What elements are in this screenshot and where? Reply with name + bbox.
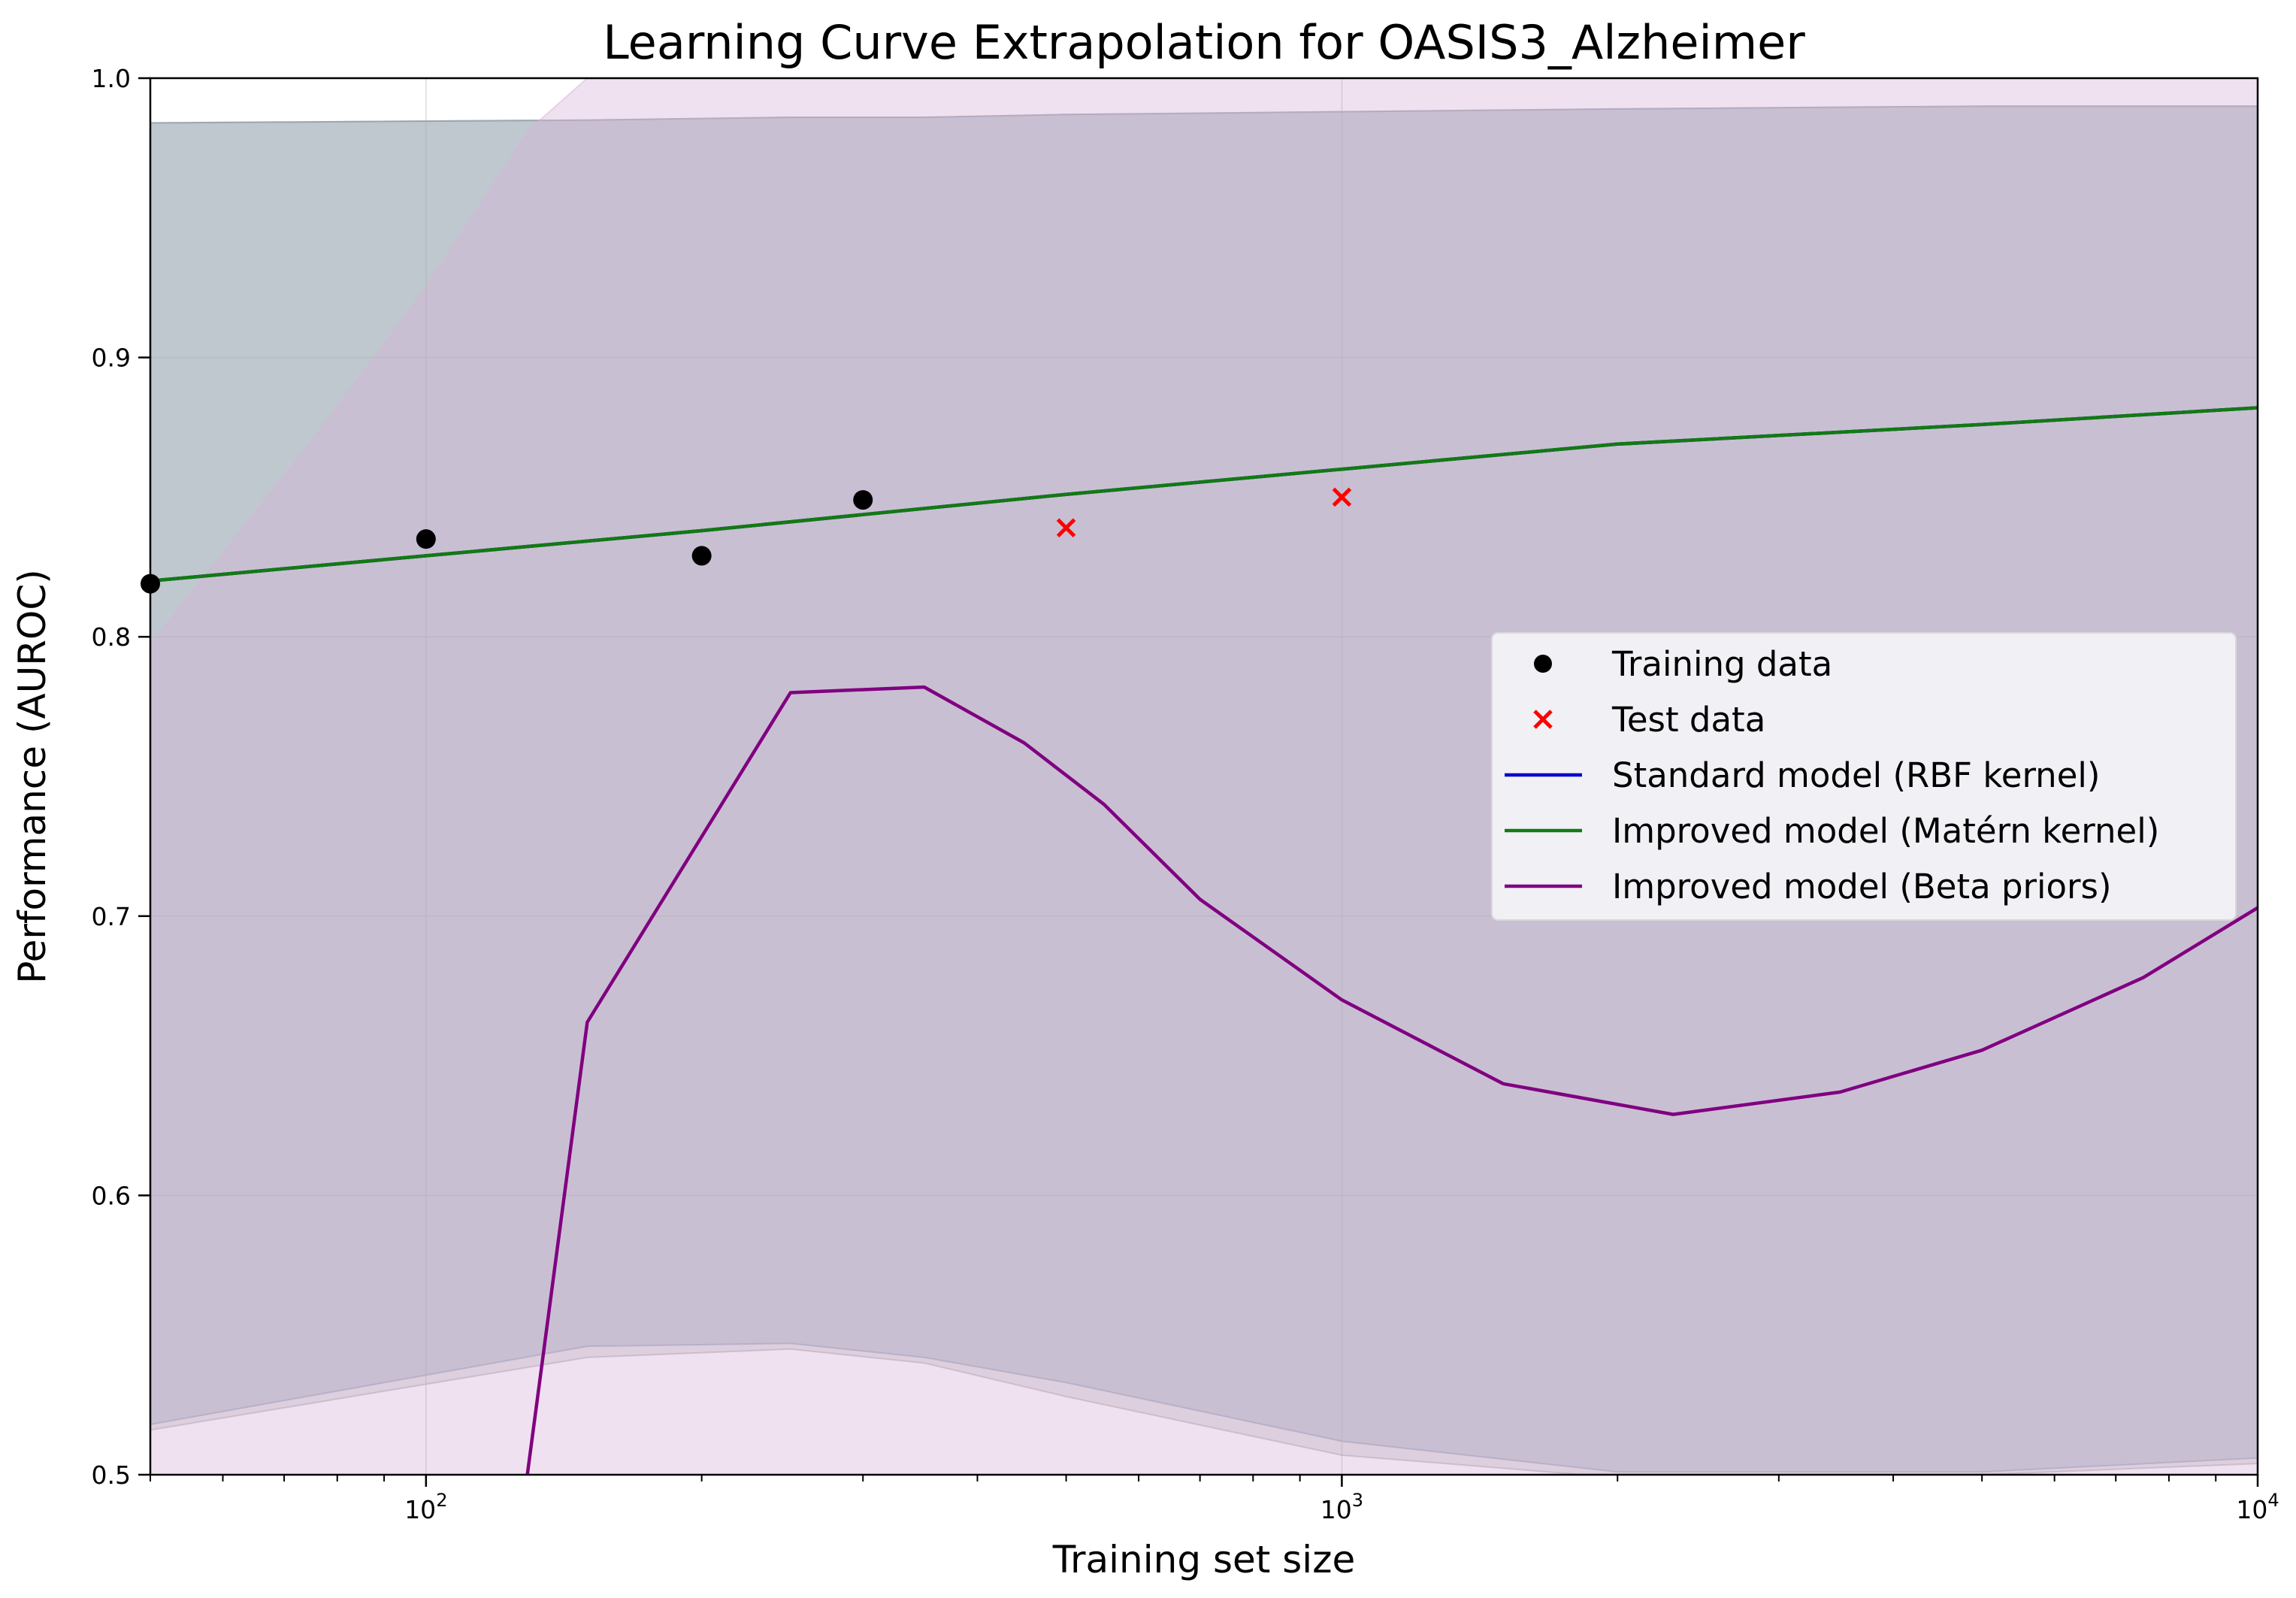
legend-box <box>1491 632 2237 921</box>
y-axis-ticks: 0.5 0.6 0.7 0.8 0.9 1.0 <box>92 64 150 1490</box>
legend: Training data Test data Standard model (RB… <box>1491 632 2237 921</box>
y-tick-label: 0.7 <box>92 902 131 931</box>
x-tick-label: 102 <box>404 1490 447 1524</box>
training-point <box>853 490 873 510</box>
confidence-bands <box>150 78 2258 1475</box>
legend-swatch-training-data <box>1534 655 1552 673</box>
x-axis-label: Training set size <box>1052 1538 1355 1581</box>
chart-title: Learning Curve Extrapolation for OASIS3_… <box>603 15 1805 70</box>
y-tick-label: 0.9 <box>92 344 131 373</box>
legend-label: Training data <box>1611 644 1832 684</box>
test-point <box>1332 487 1352 507</box>
training-point <box>691 546 712 566</box>
y-tick-label: 0.5 <box>92 1460 131 1490</box>
band-improved-model-beta-priors <box>150 78 2258 1475</box>
band-improved-model-mat-rn-kernel <box>150 105 2258 1475</box>
training-point <box>416 529 436 549</box>
model-curves <box>150 406 2258 1475</box>
x-tick-label: 104 <box>2236 1490 2279 1524</box>
y-axis-label: Performance (AUROC) <box>11 569 54 984</box>
x-tick-label: 103 <box>1320 1490 1363 1524</box>
test-point <box>1056 518 1076 538</box>
line-improved-model-mat-rn-kernel <box>150 406 2258 583</box>
plot-frame <box>149 77 2259 1476</box>
legend-label: Standard model (RBF kernel) <box>1612 755 2100 795</box>
legend-label: Test data <box>1611 700 1765 740</box>
y-tick-label: 1.0 <box>92 64 131 93</box>
x-axis-ticks: 102 103 104 <box>150 1475 2279 1524</box>
y-tick-label: 0.8 <box>92 622 131 652</box>
legend-swatch-test-data <box>1533 710 1553 729</box>
legend-label: Improved model (Beta priors) <box>1612 867 2112 906</box>
y-tick-label: 0.6 <box>92 1181 131 1210</box>
legend-label: Improved model (Matérn kernel) <box>1612 811 2159 851</box>
line-improved-model-beta-priors <box>525 685 2258 1475</box>
